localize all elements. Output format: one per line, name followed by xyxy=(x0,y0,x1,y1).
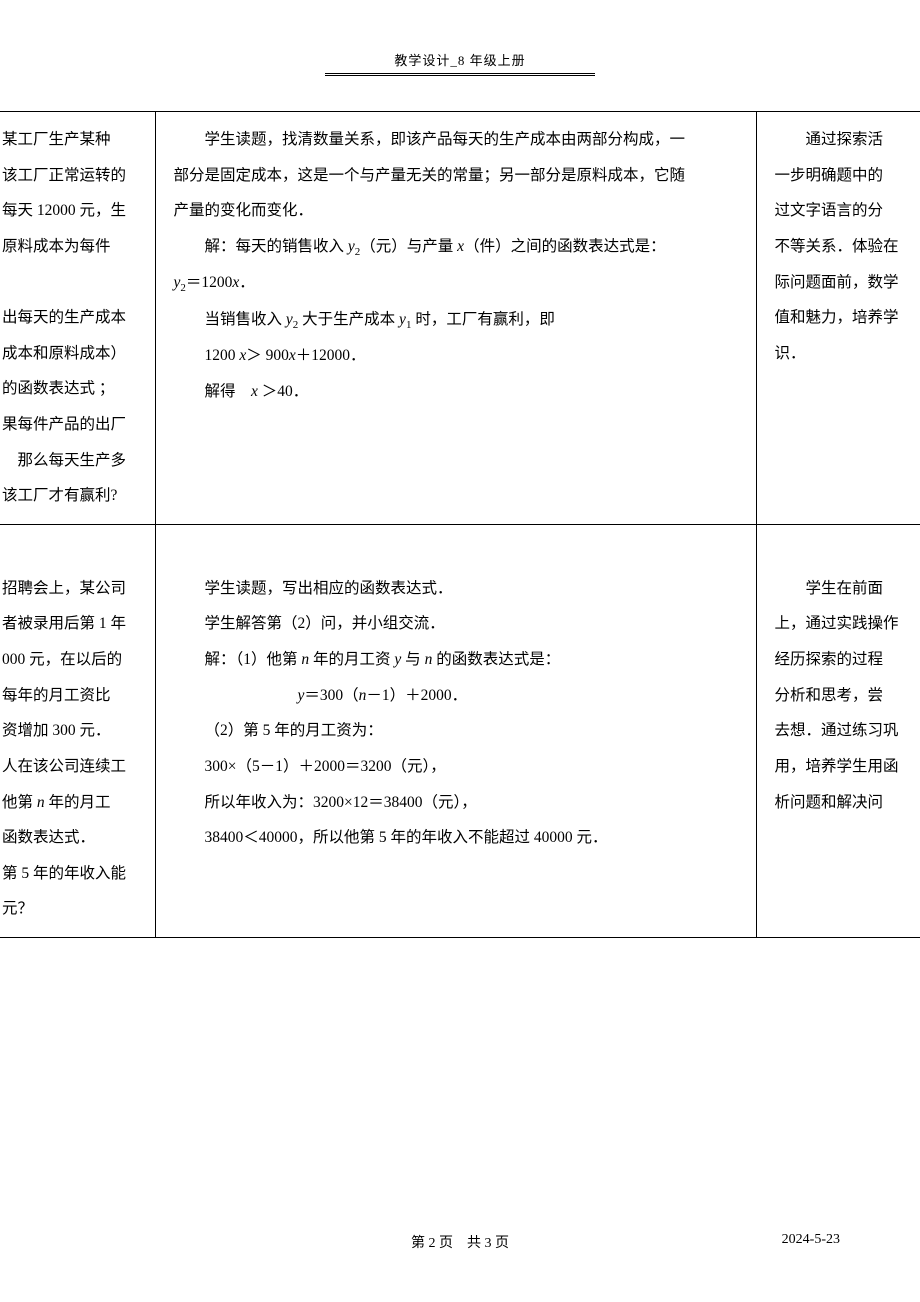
header-underline xyxy=(325,73,595,76)
col2-line: 解：（1）他第 n 年的月工资 y 与 n 的函数表达式是： xyxy=(174,642,746,678)
col2-line: 所以年收入为：3200×12＝38400（元）， xyxy=(174,785,746,821)
col3-line: 学生在前面 xyxy=(775,571,920,607)
col-process: 学生读题，写出相应的函数表达式．学生解答第（2）问，并小组交流．解：（1）他第 … xyxy=(155,525,756,938)
col3-line xyxy=(775,535,920,571)
col1-line: 招聘会上，某公司 xyxy=(2,571,151,607)
header-title: 教学设计_8 年级上册 xyxy=(0,50,920,69)
footer: 第 2 页 共 3 页 2024-5-23 xyxy=(0,1232,920,1252)
col1-line: 该工厂才有赢利? xyxy=(2,478,151,514)
col3-line: 分析和思考，尝 xyxy=(775,678,920,714)
col1-line: 原料成本为每件 xyxy=(2,229,151,265)
table-row: 某工厂生产某种该工厂正常运转的每天 12000 元，生原料成本为每件 出每天的生… xyxy=(0,112,920,525)
col3-line: 析问题和解决问 xyxy=(775,785,920,821)
col1-line: 他第 n 年的月工 xyxy=(2,785,151,821)
col1-line: 出每天的生产成本 xyxy=(2,300,151,336)
col1-line: 第 5 年的年收入能 xyxy=(2,856,151,892)
col1-line: 函数表达式． xyxy=(2,820,151,856)
col2-line: y＝300（n－1）＋2000． xyxy=(174,678,746,714)
col2-line xyxy=(174,535,746,571)
col2-line: 学生解答第（2）问，并小组交流． xyxy=(174,606,746,642)
footer-date: 2024-5-23 xyxy=(782,1232,840,1248)
col-purpose: 学生在前面上，通过实践操作经历探索的过程分析和思考，尝去想．通过练习巩用，培养学… xyxy=(756,525,920,938)
col1-line: 每年的月工资比 xyxy=(2,678,151,714)
col1-line: 那么每天生产多 xyxy=(2,443,151,479)
col2-line: 300×（5－1）＋2000＝3200（元）， xyxy=(174,749,746,785)
col1-line: 的函数表达式 ； xyxy=(2,371,151,407)
col2-line: （2）第 5 年的月工资为： xyxy=(174,713,746,749)
col2-line: 学生读题，写出相应的函数表达式． xyxy=(174,571,746,607)
col3-line: 用，培养学生用函 xyxy=(775,749,920,785)
col2-line: 解得 x ＞40． xyxy=(174,374,746,410)
col1-line: 000 元，在以后的 xyxy=(2,642,151,678)
col1-line: 资增加 300 元． xyxy=(2,713,151,749)
col2-line: 产量的变化而变化． xyxy=(174,193,746,229)
col2-line: 1200 x＞ 900x＋12000． xyxy=(174,338,746,374)
col3-line: 过文字语言的分 xyxy=(775,193,920,229)
col2-line: y2＝1200x． xyxy=(174,265,746,301)
col1-line xyxy=(2,535,151,571)
col2-line: 解：每天的销售收入 y2（元）与产量 x（件）之间的函数表达式是： xyxy=(174,229,746,265)
col3-line: 值和魅力，培养学 xyxy=(775,300,920,336)
col-process: 学生读题，找清数量关系，即该产品每天的生产成本由两部分构成，一部分是固定成本，这… xyxy=(155,112,756,525)
col-purpose: 通过探索活一步明确题中的过文字语言的分不等关系．体验在际问题面前，数学值和魅力，… xyxy=(756,112,920,525)
col3-line: 通过探索活 xyxy=(775,122,920,158)
col3-line: 不等关系．体验在 xyxy=(775,229,920,265)
col1-line: 人在该公司连续工 xyxy=(2,749,151,785)
table-row: 招聘会上，某公司者被录用后第 1 年000 元，在以后的每年的月工资比资增加 3… xyxy=(0,525,920,938)
col3-line: 上，通过实践操作 xyxy=(775,606,920,642)
col-activity: 某工厂生产某种该工厂正常运转的每天 12000 元，生原料成本为每件 出每天的生… xyxy=(0,112,155,525)
col1-line: 每天 12000 元，生 xyxy=(2,193,151,229)
col3-line: 经历探索的过程 xyxy=(775,642,920,678)
col2-line: 当销售收入 y2 大于生产成本 y1 时，工厂有赢利，即 xyxy=(174,302,746,338)
col2-line: 部分是固定成本，这是一个与产量无关的常量；另一部分是原料成本，它随 xyxy=(174,158,746,194)
col3-line: 一步明确题中的 xyxy=(775,158,920,194)
col1-line: 某工厂生产某种 xyxy=(2,122,151,158)
col1-line: 成本和原料成本） xyxy=(2,336,151,372)
col1-line: 该工厂正常运转的 xyxy=(2,158,151,194)
col1-line xyxy=(2,265,151,301)
col2-line: 学生读题，找清数量关系，即该产品每天的生产成本由两部分构成，一 xyxy=(174,122,746,158)
col3-line: 识． xyxy=(775,336,920,372)
col1-line: 者被录用后第 1 年 xyxy=(2,606,151,642)
col-activity: 招聘会上，某公司者被录用后第 1 年000 元，在以后的每年的月工资比资增加 3… xyxy=(0,525,155,938)
col1-line: 元？ xyxy=(2,891,151,927)
col1-line: 果每件产品的出厂 xyxy=(2,407,151,443)
lesson-table: 某工厂生产某种该工厂正常运转的每天 12000 元，生原料成本为每件 出每天的生… xyxy=(0,111,920,938)
col3-line: 去想．通过练习巩 xyxy=(775,713,920,749)
col2-line: 38400＜40000，所以他第 5 年的年收入不能超过 40000 元． xyxy=(174,820,746,856)
col3-line: 际问题面前，数学 xyxy=(775,265,920,301)
